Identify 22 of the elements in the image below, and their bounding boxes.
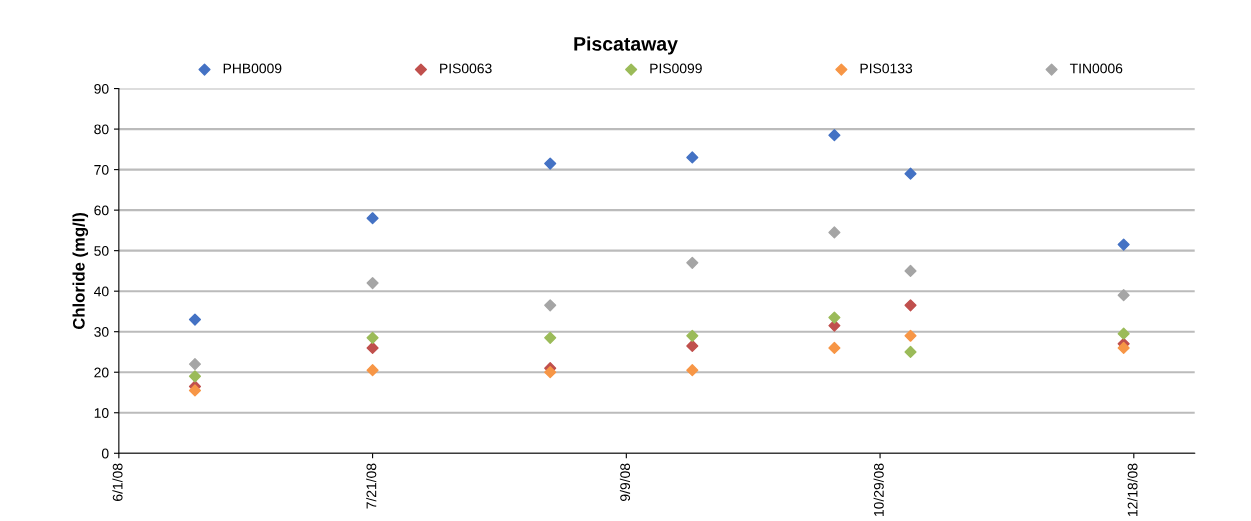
x-tick-label: 6/1/08 — [112, 463, 123, 501]
legend-label: TIN0006 — [1069, 63, 1123, 74]
x-tick-label: 7/21/08 — [366, 463, 377, 509]
y-tick-label: 30 — [94, 327, 109, 337]
y-tick-label: 80 — [94, 124, 109, 135]
y-tick-label: 20 — [94, 367, 109, 378]
chart-title: Piscataway — [574, 36, 678, 55]
y-axis-title: Chloride (mg/l) — [72, 212, 89, 330]
legend-label: PIS0133 — [860, 63, 913, 74]
y-tick-label: 60 — [94, 205, 109, 216]
y-tick-label: 40 — [93, 286, 109, 297]
y-tick-label: 70 — [94, 164, 109, 175]
legend-label: PIS0099 — [650, 63, 702, 74]
x-tick-label: 12/18/08 — [1127, 463, 1138, 516]
legend-label: PHB0009 — [223, 63, 282, 74]
y-tick-label: 0 — [101, 448, 109, 459]
y-tick-label: 10 — [94, 408, 109, 418]
y-tick-label: 50 — [94, 245, 109, 256]
y-tick-label: 90 — [94, 83, 109, 94]
x-tick-label: 9/9/08 — [619, 463, 631, 501]
x-tick-label: 10/29/08 — [873, 463, 884, 516]
legend-label: PIS0063 — [440, 63, 492, 74]
